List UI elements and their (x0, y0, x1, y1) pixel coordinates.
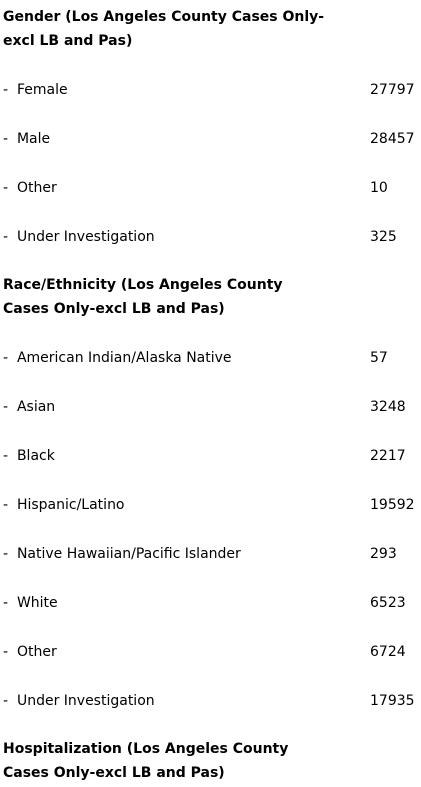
row-label: - Native Hawaiian/Pacific Islander (3, 546, 241, 562)
section-heading: Cases Only-excl LB and Pas) (3, 765, 225, 781)
row-value: 3248 (370, 399, 406, 415)
section-heading: Cases Only-excl LB and Pas) (3, 301, 225, 317)
row-value: 17935 (370, 693, 415, 709)
section-heading: Race/Ethnicity (Los Angeles County (3, 277, 283, 293)
row-value: 27797 (370, 82, 415, 98)
row-value: 6724 (370, 644, 406, 660)
row-value: 10 (370, 180, 388, 196)
row-label: - Other (3, 180, 57, 196)
row-label: - White (3, 595, 58, 611)
row-value: 293 (370, 546, 397, 562)
row-label: - Hispanic/Latino (3, 497, 125, 513)
row-label: - Other (3, 644, 57, 660)
row-label: - Asian (3, 399, 56, 415)
row-label: - Male (3, 131, 51, 147)
row-value: 19592 (370, 497, 415, 513)
row-value: 6523 (370, 595, 406, 611)
row-value: 28457 (370, 131, 415, 147)
section-heading: Gender (Los Angeles County Cases Only- (3, 9, 325, 25)
row-value: 57 (370, 350, 388, 366)
row-label: - Under Investigation (3, 229, 155, 245)
row-label: - Under Investigation (3, 693, 155, 709)
row-label: - American Indian/Alaska Native (3, 350, 232, 366)
row-label: - Black (3, 448, 55, 464)
row-label: - Female (3, 82, 68, 98)
row-value: 2217 (370, 448, 406, 464)
row-value: 325 (370, 229, 397, 245)
section-heading: Hospitalization (Los Angeles County (3, 741, 289, 757)
section-heading: excl LB and Pas) (3, 33, 133, 49)
